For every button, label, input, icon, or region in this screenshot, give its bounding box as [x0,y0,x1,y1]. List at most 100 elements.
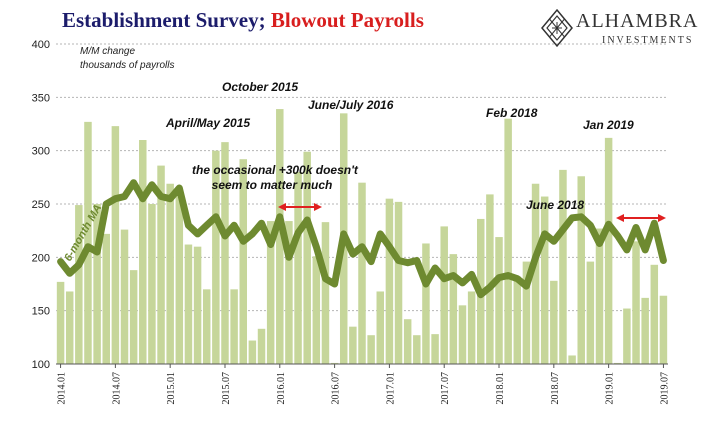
bar [614,362,622,364]
bar [504,118,512,365]
bar [385,198,394,364]
title-part-2: Blowout Payrolls [270,8,424,32]
logo-subtitle: INVESTMENTS [602,35,694,46]
bar [422,243,430,364]
bar [440,226,448,364]
bar [120,229,129,364]
bar [358,182,366,364]
bar [623,308,631,364]
annotation-note-line-1: the occasional +300k doesn't [192,163,358,177]
title-part-1: Establishment Survey; [62,8,266,32]
bar [129,270,138,364]
x-tick-label: 2018.07 [550,372,561,405]
bar [257,328,266,364]
x-tick-label: 2016.01 [276,372,287,405]
bar [531,183,540,364]
bar [148,204,156,364]
bar [540,196,549,364]
bar [239,159,247,364]
x-tick-label: 2019.01 [605,372,616,405]
bar [111,126,120,364]
bar [513,276,522,364]
subtitle-line-2: thousands of payrolls [80,60,175,71]
bar [522,261,531,364]
x-tick-label: 2016.07 [331,372,342,405]
bar [486,194,494,364]
bar [230,289,238,364]
bar [266,221,275,364]
x-tick-label: 2017.01 [385,372,396,405]
bar [175,194,184,364]
bar [431,334,439,364]
subtitle-line-1: M/M change [80,46,136,57]
bar [65,291,74,364]
chart-title: Establishment Survey; Blowout Payrolls [62,8,424,33]
six-month-ma-line [57,179,667,299]
y-tick-label: 100 [32,359,50,371]
y-tick-label: 200 [32,252,50,264]
bar [330,362,339,364]
annotation-october-2015: October 2015 [222,80,299,94]
logo-name: ALHAMBRA [576,10,699,32]
bar [595,228,604,364]
x-tick-label: 2015.01 [166,372,177,405]
bar [93,204,101,364]
bar [285,221,293,364]
y-tick-label: 300 [32,146,50,158]
bar [650,264,659,364]
bar [221,142,229,364]
bar [56,281,65,364]
bar [166,183,174,364]
bar [321,222,330,364]
x-tick-label: 2019.07 [659,372,670,405]
annotation-april-may-2015: April/May 2015 [166,116,251,130]
x-tick-label: 2018.01 [495,372,506,405]
annotation-jan-2019: Jan 2019 [583,118,634,132]
arrow-right-head-right [658,214,666,222]
bar [139,140,147,364]
bar [632,241,640,364]
bar [349,326,357,364]
x-tick-label: 2014.01 [57,372,68,405]
bar [641,297,649,364]
annotation-june-july-2016: June/July 2016 [308,98,394,112]
arrow-left-head-left [278,203,286,211]
annotation-feb-2018: Feb 2018 [486,106,538,120]
bar [212,150,220,364]
diamond-lattice-icon [541,8,573,48]
bar [157,165,165,364]
bar [303,151,311,364]
bar [184,244,193,364]
y-tick-label: 150 [32,306,50,318]
bar [84,121,92,364]
x-tick-label: 2017.07 [440,372,451,405]
bar [458,305,467,364]
arrow-left-head-right [314,203,322,211]
bar [294,172,302,364]
bar [193,246,202,364]
bar [604,137,613,364]
bar [367,335,375,364]
bar [75,205,83,364]
bar [276,109,284,364]
bar [568,355,576,364]
bar [559,169,567,364]
bar [394,201,403,364]
bar [467,291,476,364]
bar [248,340,257,364]
y-tick-label: 350 [32,92,50,104]
arrow-right-head-left [616,214,624,222]
x-tick-label: 2014.07 [111,372,122,405]
annotation-june-2018: June 2018 [526,198,585,212]
bar [577,176,585,364]
bar [376,291,385,364]
bar [449,254,458,364]
bar [659,295,668,364]
bar [312,256,321,364]
bar [202,289,211,364]
bar [403,319,412,364]
bar [495,237,503,364]
bar [550,280,558,364]
bar [102,233,110,364]
